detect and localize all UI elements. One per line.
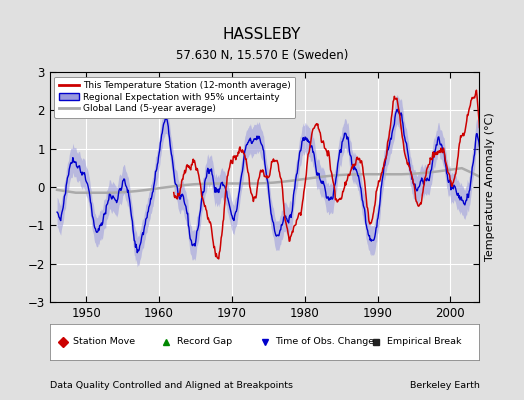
- Legend: This Temperature Station (12-month average), Regional Expectation with 95% uncer: This Temperature Station (12-month avera…: [54, 76, 296, 118]
- Text: HASSLEBY: HASSLEBY: [223, 27, 301, 42]
- Y-axis label: Temperature Anomaly (°C): Temperature Anomaly (°C): [485, 113, 495, 261]
- Text: Berkeley Earth: Berkeley Earth: [410, 381, 479, 390]
- Text: 57.630 N, 15.570 E (Sweden): 57.630 N, 15.570 E (Sweden): [176, 49, 348, 62]
- Text: Time of Obs. Change: Time of Obs. Change: [276, 338, 375, 346]
- Text: Record Gap: Record Gap: [177, 338, 232, 346]
- Text: Empirical Break: Empirical Break: [387, 338, 462, 346]
- Text: Data Quality Controlled and Aligned at Breakpoints: Data Quality Controlled and Aligned at B…: [50, 381, 293, 390]
- Text: Station Move: Station Move: [73, 338, 136, 346]
